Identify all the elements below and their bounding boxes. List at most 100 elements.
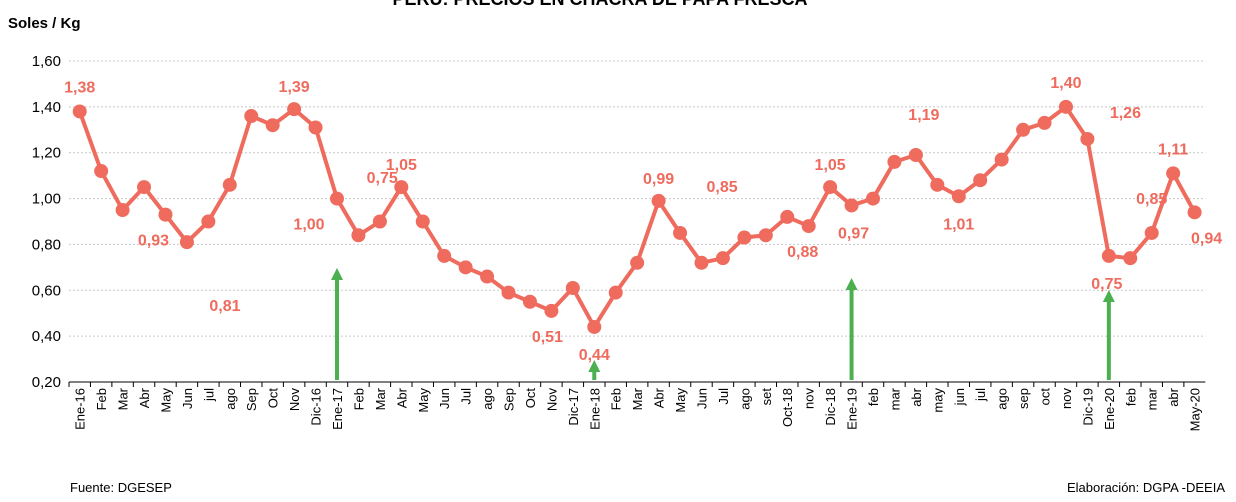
point bbox=[394, 180, 409, 195]
x-tick-label: Dic-19 bbox=[1080, 388, 1095, 426]
point bbox=[1123, 251, 1138, 266]
point bbox=[630, 255, 645, 270]
point bbox=[222, 177, 237, 192]
x-tick-label: jul bbox=[201, 388, 216, 402]
point bbox=[480, 269, 495, 284]
point bbox=[372, 214, 387, 229]
point bbox=[1166, 166, 1181, 181]
point bbox=[308, 120, 323, 135]
point bbox=[844, 198, 859, 213]
y-tick-label: 1,00 bbox=[32, 191, 61, 208]
x-tick-label: Dic-17 bbox=[566, 388, 581, 426]
point bbox=[287, 102, 302, 117]
arrow-head bbox=[845, 278, 858, 290]
value-label: 0,85 bbox=[706, 179, 737, 196]
value-label: 1,05 bbox=[815, 157, 846, 174]
arrow-head bbox=[588, 360, 601, 372]
x-tick-label: Jun bbox=[437, 388, 452, 409]
point bbox=[994, 152, 1009, 167]
point bbox=[673, 225, 688, 240]
point bbox=[158, 207, 173, 222]
point bbox=[866, 191, 880, 206]
value-label: 1,11 bbox=[1158, 141, 1188, 158]
point bbox=[544, 303, 559, 318]
x-tick-label: jun bbox=[952, 388, 967, 406]
x-tick-label: Feb bbox=[94, 388, 109, 410]
x-tick-label: mar bbox=[1145, 387, 1160, 410]
x-tick-label: Nov bbox=[287, 388, 302, 412]
point bbox=[458, 260, 473, 275]
point bbox=[887, 154, 902, 169]
x-tick-label: oct bbox=[1038, 388, 1053, 406]
point bbox=[137, 180, 152, 195]
x-tick-label: Oct bbox=[266, 388, 281, 409]
point bbox=[801, 219, 816, 234]
x-tick-label: Ene-17 bbox=[330, 388, 345, 430]
x-tick-label: Oct-18 bbox=[780, 388, 795, 427]
y-tick-label: 0,80 bbox=[32, 236, 61, 253]
x-tick-label: abr bbox=[909, 387, 924, 406]
x-tick-label: nov bbox=[1059, 388, 1074, 409]
y-tick-label: 1,20 bbox=[32, 145, 61, 162]
x-tick-label: Abr bbox=[394, 387, 409, 408]
value-label: 1,19 bbox=[908, 107, 939, 124]
x-tick-label: Mar bbox=[116, 387, 131, 410]
value-label: 0,99 bbox=[643, 171, 674, 188]
value-label: 0,93 bbox=[138, 233, 169, 250]
value-label: 0,81 bbox=[209, 298, 240, 315]
value-label: 1,01 bbox=[943, 216, 974, 233]
value-label: 0,44 bbox=[579, 347, 610, 364]
point bbox=[951, 189, 966, 204]
point bbox=[1187, 205, 1202, 220]
point bbox=[737, 230, 752, 245]
y-tick-label: 0,40 bbox=[32, 328, 61, 345]
value-label: 1,00 bbox=[293, 217, 324, 234]
x-tick-label: Jun bbox=[694, 388, 709, 409]
point bbox=[651, 193, 666, 208]
source: Fuente: DGESEP bbox=[70, 480, 172, 495]
point bbox=[1016, 122, 1031, 137]
value-label: 0,85 bbox=[1136, 191, 1167, 208]
x-tick-label: Jul bbox=[459, 388, 474, 405]
point bbox=[179, 235, 194, 250]
x-tick-label: ago bbox=[995, 388, 1010, 410]
x-tick-label: ago bbox=[480, 388, 495, 410]
x-tick-label: Ene-20 bbox=[1102, 388, 1117, 430]
point bbox=[437, 248, 452, 263]
point bbox=[244, 109, 259, 124]
value-label: 1,39 bbox=[279, 79, 310, 96]
x-tick-label: May-20 bbox=[1188, 388, 1203, 431]
point bbox=[1037, 115, 1052, 130]
x-tick-label: Sep bbox=[244, 388, 259, 411]
x-tick-label: set bbox=[759, 388, 774, 406]
point bbox=[565, 280, 580, 295]
point bbox=[930, 177, 945, 192]
point bbox=[522, 294, 537, 309]
x-tick-label: abr bbox=[1166, 387, 1181, 406]
value-label: 0,51 bbox=[532, 329, 563, 346]
x-tick-label: jul bbox=[973, 388, 988, 402]
point bbox=[201, 214, 216, 229]
x-tick-label: Feb bbox=[351, 388, 366, 410]
arrow-head bbox=[1102, 290, 1115, 302]
value-label: 1,26 bbox=[1110, 105, 1141, 122]
point bbox=[351, 228, 366, 243]
point bbox=[1080, 131, 1095, 146]
point bbox=[608, 285, 623, 300]
value-label: 1,05 bbox=[386, 157, 417, 174]
x-tick-label: nov bbox=[802, 388, 817, 409]
point bbox=[587, 319, 602, 334]
x-tick-label: Dic-16 bbox=[309, 388, 324, 426]
point bbox=[415, 214, 430, 229]
x-tick-label: Oct bbox=[523, 388, 538, 409]
x-tick-label: Abr bbox=[137, 387, 152, 408]
point bbox=[115, 203, 130, 218]
x-tick-label: Ene-19 bbox=[845, 388, 860, 430]
point bbox=[72, 104, 87, 119]
value-label: 0,88 bbox=[787, 244, 818, 261]
x-tick-label: May bbox=[416, 388, 431, 413]
x-tick-label: Jul bbox=[716, 388, 731, 405]
y-tick-label: 1,40 bbox=[32, 99, 61, 116]
point bbox=[694, 255, 709, 270]
